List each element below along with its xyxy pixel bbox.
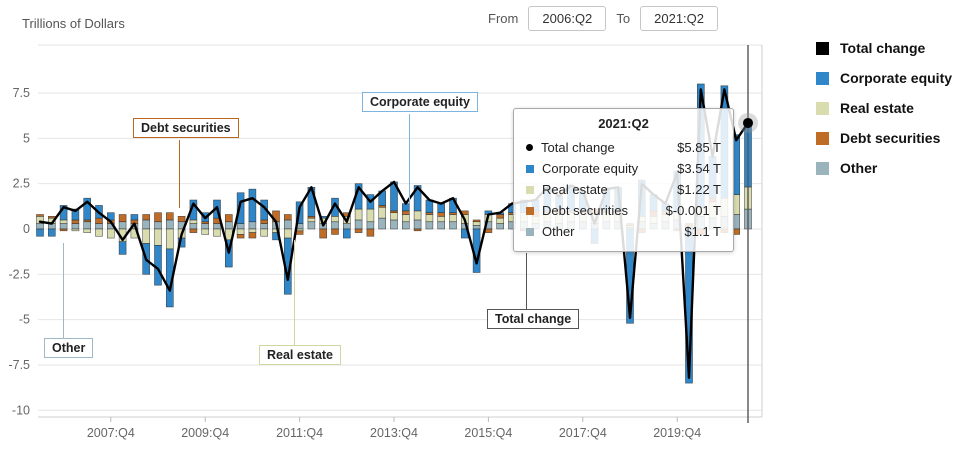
svg-text:2019:Q4: 2019:Q4 xyxy=(653,426,701,440)
svg-text:-10: -10 xyxy=(12,403,30,417)
other-legend-swatch-icon xyxy=(816,161,829,175)
tooltip-row-corporate-equity: Corporate equity $3.54 T xyxy=(526,158,721,179)
svg-text:2015:Q4: 2015:Q4 xyxy=(464,426,512,440)
callout-other[interactable]: Other xyxy=(44,338,94,358)
svg-text:-5: -5 xyxy=(19,313,30,327)
legend-item-real-estate[interactable]: Real estate xyxy=(816,100,952,116)
svg-text:2011:Q4: 2011:Q4 xyxy=(276,426,323,440)
svg-text:0: 0 xyxy=(23,222,30,236)
y-axis-units-label: Trillions of Dollars xyxy=(22,16,125,31)
to-label: To xyxy=(616,11,631,26)
legend-item-debt-securities[interactable]: Debt securities xyxy=(816,130,952,146)
total-change-legend-swatch-icon xyxy=(816,41,829,55)
svg-text:2013:Q4: 2013:Q4 xyxy=(370,426,418,440)
tooltip-row-real-estate: Real estate $1.22 T xyxy=(526,179,721,200)
date-range-controls: From To xyxy=(488,6,719,31)
callout-real-estate[interactable]: Real estate xyxy=(259,345,342,365)
other-swatch-icon xyxy=(526,227,534,236)
tooltip-title: 2021:Q2 xyxy=(598,116,649,131)
to-date-input[interactable] xyxy=(640,6,719,31)
tooltip-row-total-change: Total change $5.85 T xyxy=(526,137,721,158)
callout-connector-total-change xyxy=(526,253,527,310)
callout-connector-debt-securities xyxy=(179,140,180,208)
callout-connector-corporate-equity xyxy=(409,114,410,204)
callout-total-change[interactable]: Total change xyxy=(487,309,580,329)
legend-item-other[interactable]: Other xyxy=(816,160,952,176)
callout-corporate-equity[interactable]: Corporate equity xyxy=(362,92,479,112)
legend-item-corporate-equity[interactable]: Corporate equity xyxy=(816,70,952,86)
svg-text:2.5: 2.5 xyxy=(13,177,30,191)
svg-text:2017:Q4: 2017:Q4 xyxy=(559,426,607,440)
corporate-equity-swatch-icon xyxy=(526,164,534,173)
real-estate-legend-swatch-icon xyxy=(816,101,829,115)
svg-text:5: 5 xyxy=(23,131,30,145)
svg-text:2007:Q4: 2007:Q4 xyxy=(87,426,135,440)
callout-connector-other xyxy=(63,243,64,339)
chart-tooltip: 2021:Q2 Total change $5.85 T Corporate e… xyxy=(513,108,734,252)
tooltip-row-other: Other $1.1 T xyxy=(526,221,721,242)
callout-debt-securities[interactable]: Debt securities xyxy=(133,118,239,138)
svg-text:7.5: 7.5 xyxy=(13,86,30,100)
chart-legend: Total change Corporate equity Real estat… xyxy=(816,40,952,190)
svg-text:-2.5: -2.5 xyxy=(8,267,30,281)
tooltip-row-debt-securities: Debt securities $-0.001 T xyxy=(526,200,721,221)
svg-text:-7.5: -7.5 xyxy=(8,358,30,372)
real-estate-swatch-icon xyxy=(526,185,534,194)
svg-text:2009:Q4: 2009:Q4 xyxy=(181,426,229,440)
total-change-dot-icon xyxy=(526,144,533,151)
legend-item-total-change[interactable]: Total change xyxy=(816,40,952,56)
debt-securities-legend-swatch-icon xyxy=(816,131,829,145)
debt-securities-swatch-icon xyxy=(526,206,534,215)
from-date-input[interactable] xyxy=(528,6,607,31)
from-label: From xyxy=(488,11,519,26)
callout-connector-real-estate xyxy=(294,240,295,346)
corporate-equity-legend-swatch-icon xyxy=(816,71,829,85)
